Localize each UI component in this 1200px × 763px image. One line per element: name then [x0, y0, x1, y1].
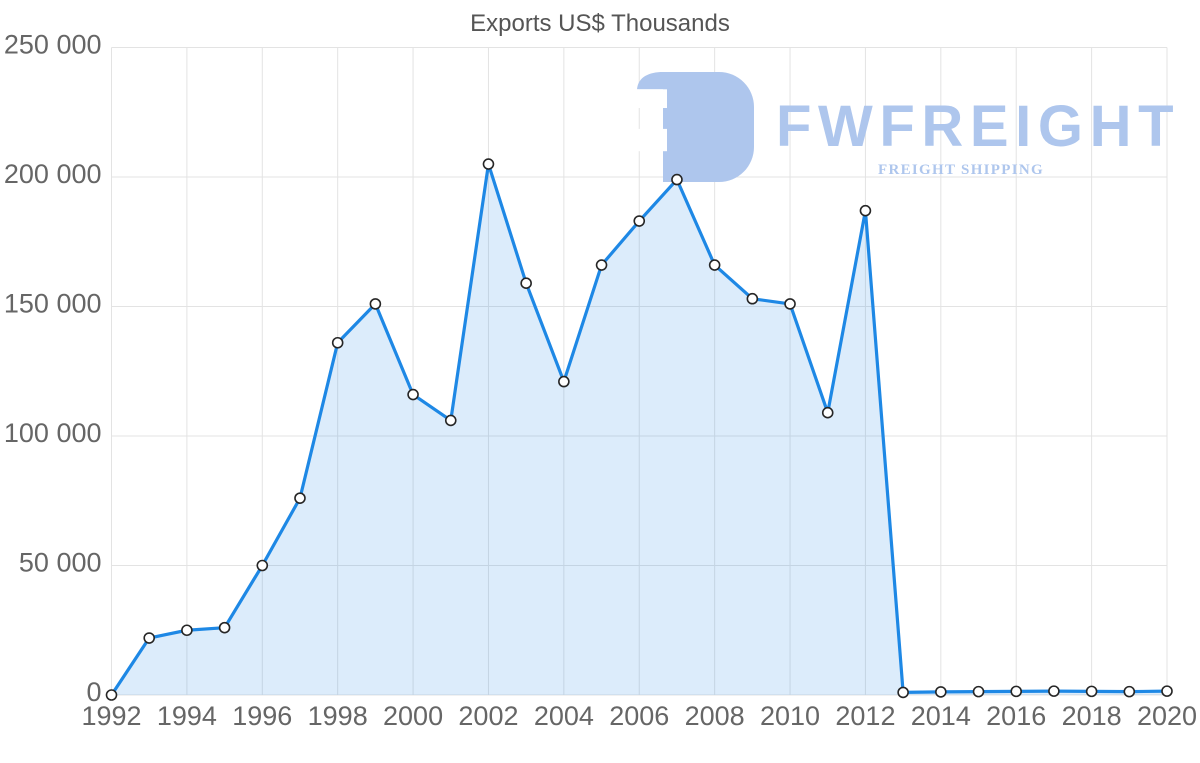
svg-text:2008: 2008 [685, 701, 745, 731]
svg-text:1996: 1996 [232, 701, 292, 731]
svg-text:2004: 2004 [534, 701, 594, 731]
svg-text:50 000: 50 000 [19, 548, 102, 578]
svg-text:2000: 2000 [383, 701, 443, 731]
svg-text:2012: 2012 [835, 701, 895, 731]
svg-text:250 000: 250 000 [4, 30, 102, 60]
svg-text:2002: 2002 [458, 701, 518, 731]
svg-text:2014: 2014 [911, 701, 971, 731]
svg-text:FREIGHT SHIPPING: FREIGHT SHIPPING [878, 162, 1044, 178]
svg-text:2020: 2020 [1137, 701, 1197, 731]
svg-text:2010: 2010 [760, 701, 820, 731]
svg-text:1994: 1994 [157, 701, 217, 731]
svg-text:100 000: 100 000 [4, 418, 102, 448]
svg-text:200 000: 200 000 [4, 159, 102, 189]
svg-text:150 000: 150 000 [4, 289, 102, 319]
svg-text:2006: 2006 [609, 701, 669, 731]
svg-text:2016: 2016 [986, 701, 1046, 731]
svg-text:1992: 1992 [81, 701, 141, 731]
svg-text:1998: 1998 [308, 701, 368, 731]
svg-text:FWFREIGHT: FWFREIGHT [776, 94, 1180, 159]
svg-text:2018: 2018 [1062, 701, 1122, 731]
